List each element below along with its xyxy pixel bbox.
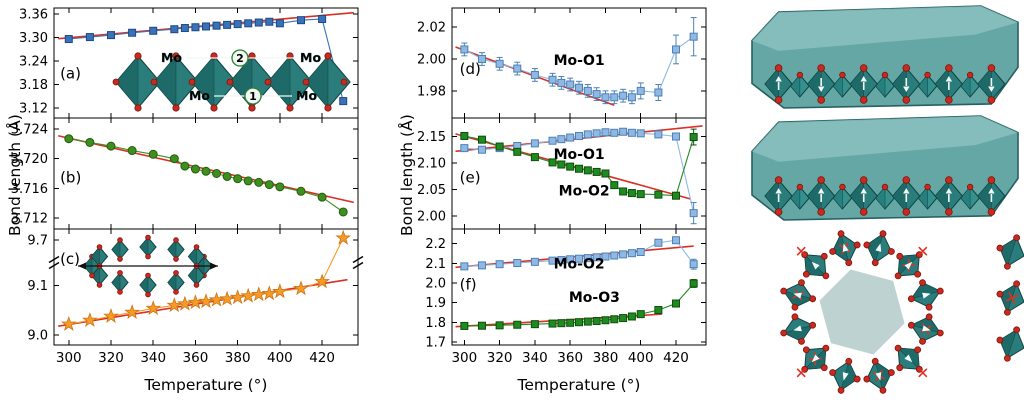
svg-text:9.1: 9.1 (27, 279, 48, 294)
svg-text:3.712: 3.712 (11, 211, 48, 226)
inset-structure-a: Mo Mo Mo Mo 2 1 (112, 49, 351, 112)
x-axis-label-left: Temperature (°) (144, 376, 268, 394)
svg-text:400: 400 (628, 350, 654, 366)
svg-text:9.0: 9.0 (27, 329, 48, 344)
series-Mo-O3: Mo-O3 (460, 279, 698, 330)
svg-text:380: 380 (225, 350, 251, 366)
middle-chart-column: 1.98 2.00 2.02 Mo-O1 (d) 2.00 2.05 2.10 2.15 Mo-O… (417, 7, 707, 366)
series-Mo-O2: Mo-O2 (460, 236, 698, 272)
svg-text:380: 380 (593, 350, 619, 366)
svg-text:3.716: 3.716 (11, 182, 48, 197)
svg-text:(a): (a) (60, 64, 81, 82)
svg-text:(e): (e) (460, 168, 481, 186)
y-axis-label-middle: Bond length (Å) (398, 114, 416, 236)
unit-cell-top (751, 5, 1019, 109)
series-a-0 (64, 15, 348, 106)
svg-text:9.7: 9.7 (27, 234, 48, 249)
panel-b: 3.712 3.716 3.720 3.724 (b) (11, 117, 359, 230)
svg-text:320: 320 (487, 350, 513, 366)
svg-text:340: 340 (522, 350, 548, 366)
svg-text:360: 360 (183, 350, 209, 366)
panel-f: 1.7 1.8 1.9 2.0 2.1 2.2 300 320 340 360 380 400 420 M… (425, 228, 707, 366)
svg-text:Mo: Mo (300, 50, 321, 65)
panel-c: 9.0 9.1 9.7 300 320 340 360 380 400 420 (c) (27, 228, 364, 366)
svg-text:2.1: 2.1 (425, 257, 446, 272)
x-axis-label-middle: Temperature (°) (517, 376, 641, 394)
svg-text:3.720: 3.720 (11, 152, 48, 167)
svg-text:300: 300 (56, 350, 82, 366)
ring-structure (780, 230, 1024, 394)
svg-text:1.7: 1.7 (425, 336, 446, 351)
svg-text:300: 300 (451, 350, 477, 366)
svg-text:340: 340 (140, 350, 166, 366)
svg-text:Mo-O1: Mo-O1 (554, 147, 605, 163)
series-c-0 (60, 229, 352, 331)
series-Mo-O2: Mo-O2 (460, 128, 698, 200)
unit-cell-middle (751, 115, 1019, 221)
svg-text:420: 420 (663, 350, 689, 366)
svg-text:2.15: 2.15 (417, 130, 446, 145)
svg-text:Mo-O2: Mo-O2 (554, 256, 605, 272)
svg-text:2.2: 2.2 (425, 237, 446, 252)
svg-text:Mo-O1: Mo-O1 (554, 53, 605, 69)
svg-text:(b): (b) (60, 168, 81, 186)
panel-d: 1.98 2.00 2.02 Mo-O1 (d) (417, 7, 707, 119)
svg-text:1.8: 1.8 (425, 316, 446, 331)
svg-text:3.724: 3.724 (11, 123, 48, 138)
svg-text:Mo-O2: Mo-O2 (559, 184, 610, 200)
svg-text:(c): (c) (60, 250, 80, 268)
panel-e: 2.00 2.05 2.10 2.15 Mo-O1 Mo-O2 (e) (417, 117, 707, 230)
series-Mo-O1: Mo-O1 (460, 17, 698, 105)
svg-text:2.00: 2.00 (417, 53, 446, 68)
svg-text:3.18: 3.18 (19, 78, 48, 93)
svg-text:320: 320 (98, 350, 124, 366)
svg-text:2.05: 2.05 (417, 183, 446, 198)
svg-text:1.9: 1.9 (425, 296, 446, 311)
svg-text:3.12: 3.12 (19, 102, 48, 117)
panel-a: 3.12 3.18 3.24 3.30 3.36 (a) (19, 7, 359, 119)
crystal-structure-panels (751, 5, 1024, 394)
svg-text:Mo-O3: Mo-O3 (569, 290, 620, 306)
svg-text:400: 400 (267, 350, 293, 366)
svg-text:1: 1 (249, 90, 257, 103)
svg-text:420: 420 (309, 350, 335, 366)
svg-text:360: 360 (557, 350, 583, 366)
svg-text:Mo: Mo (189, 88, 210, 103)
svg-text:(d): (d) (460, 60, 481, 78)
svg-text:2.10: 2.10 (417, 156, 446, 171)
inset-structure-c (78, 234, 218, 298)
left-chart-column: 3.123.183.243.303.36(a)3.7123.7163.7203.… (11, 7, 364, 366)
svg-text:Mo: Mo (296, 88, 317, 103)
svg-text:3.24: 3.24 (19, 55, 48, 70)
series-b-0 (64, 134, 348, 217)
svg-text:2.02: 2.02 (417, 21, 446, 36)
svg-text:3.30: 3.30 (19, 31, 48, 46)
svg-text:1.98: 1.98 (417, 84, 446, 99)
svg-text:2: 2 (236, 52, 244, 65)
svg-text:2.00: 2.00 (417, 209, 446, 224)
y-axis-label-left: Bond length (Å) (6, 114, 24, 236)
svg-text:3.36: 3.36 (19, 7, 48, 22)
svg-text:2.0: 2.0 (425, 277, 446, 292)
svg-text:(f): (f) (460, 275, 477, 293)
svg-text:Mo: Mo (161, 50, 182, 65)
